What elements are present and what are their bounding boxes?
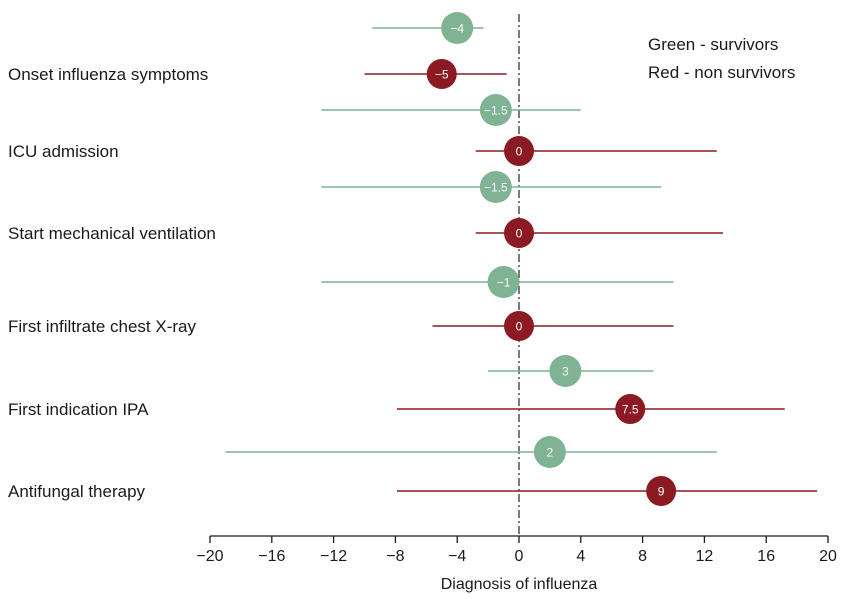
survivors-point-marker bbox=[479, 94, 512, 126]
survivors-point-label: 2 bbox=[547, 446, 554, 460]
survivors-point-label: −4 bbox=[450, 22, 464, 36]
survivors-point-label: −1.5 bbox=[484, 181, 508, 195]
x-tick-label: −12 bbox=[320, 548, 347, 565]
category-label: First indication IPA bbox=[8, 400, 149, 419]
x-tick-label: 0 bbox=[515, 548, 524, 565]
x-tick-label: 20 bbox=[819, 548, 837, 565]
category-label: Antifungal therapy bbox=[8, 482, 146, 501]
non-survivors-point-label: 9 bbox=[658, 485, 665, 499]
x-axis-label: Diagnosis of influenza bbox=[441, 576, 598, 593]
x-tick-label: −8 bbox=[386, 548, 404, 565]
legend-entry: Green - survivors bbox=[648, 35, 778, 54]
survivors-point-marker bbox=[533, 436, 566, 468]
non-survivors-point-label: 7.5 bbox=[622, 403, 639, 417]
category-label: ICU admission bbox=[8, 142, 119, 161]
x-tick-label: −4 bbox=[448, 548, 466, 565]
non-survivors-point-marker bbox=[504, 218, 534, 248]
category-label: First infiltrate chest X-ray bbox=[8, 317, 196, 336]
x-tick-label: 12 bbox=[696, 548, 714, 565]
survivors-point-marker bbox=[487, 266, 520, 298]
survivors-point-marker bbox=[479, 171, 512, 203]
legend-entry: Red - non survivors bbox=[648, 63, 795, 82]
non-survivors-point-marker bbox=[504, 311, 534, 341]
survivors-point-marker bbox=[549, 355, 582, 387]
survivors-point-label: −1 bbox=[497, 276, 511, 290]
non-survivors-point-marker bbox=[615, 394, 646, 424]
survivors-point-label: 3 bbox=[562, 365, 569, 379]
category-label: Start mechanical ventilation bbox=[8, 224, 216, 243]
non-survivors-point-marker bbox=[646, 476, 677, 506]
x-tick-label: −16 bbox=[258, 548, 285, 565]
non-survivors-point-label: 0 bbox=[516, 320, 523, 334]
non-survivors-point-marker bbox=[504, 136, 534, 166]
non-survivors-point-label: −5 bbox=[435, 68, 449, 82]
survivors-point-marker bbox=[441, 12, 474, 44]
survivors-point-label: −1.5 bbox=[484, 104, 508, 118]
x-tick-label: 16 bbox=[757, 548, 775, 565]
non-survivors-point-label: 0 bbox=[516, 145, 523, 159]
category-label: Onset influenza symptoms bbox=[8, 65, 208, 84]
x-tick-label: 4 bbox=[576, 548, 585, 565]
x-tick-label: −20 bbox=[196, 548, 223, 565]
x-tick-label: 8 bbox=[638, 548, 647, 565]
non-survivors-point-marker bbox=[426, 59, 457, 89]
non-survivors-point-label: 0 bbox=[516, 227, 523, 241]
